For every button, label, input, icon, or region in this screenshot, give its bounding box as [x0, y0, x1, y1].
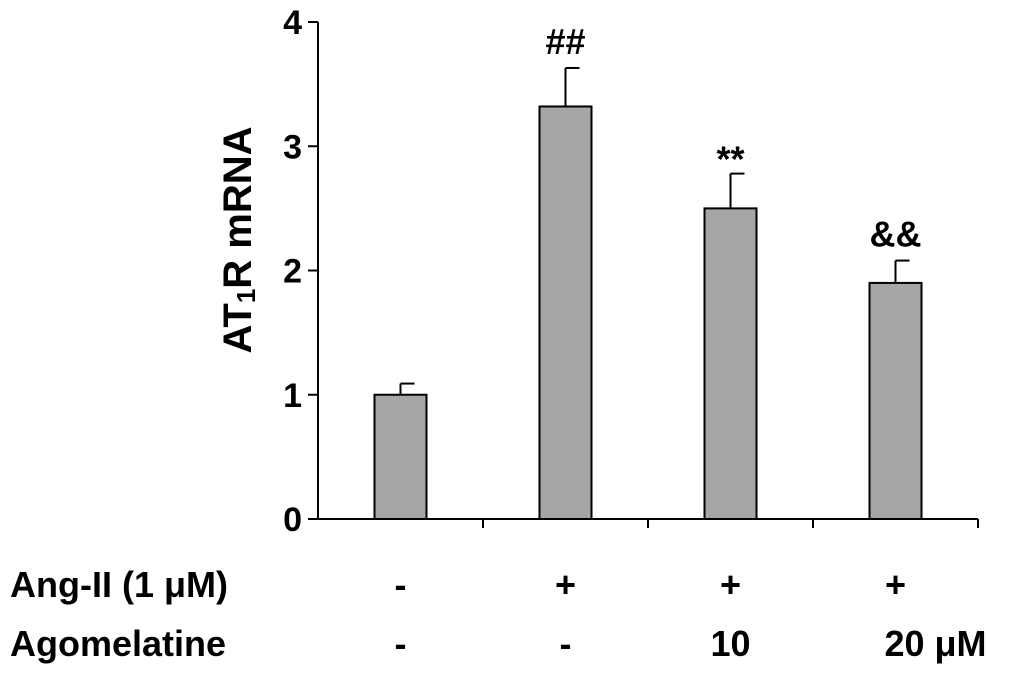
- y-axis-title-prefix: AT: [216, 303, 260, 353]
- condition-label-0: Ang-II (1 μM): [10, 564, 228, 605]
- error-bars: [399, 66, 910, 395]
- condition-value-1-1: -: [560, 623, 572, 664]
- annotation-2: **: [716, 139, 744, 180]
- condition-value-0-0: -: [395, 564, 407, 605]
- y-tick-label-0: 0: [283, 501, 302, 539]
- x-axis-ticks: [482, 519, 979, 528]
- y-axis-title-suffix: R mRNA: [216, 126, 260, 288]
- bars: [373, 105, 923, 521]
- y-axis-ticks: 0 1 2 3 4: [283, 4, 318, 539]
- condition-table: Ang-II (1 μM) - + + + Agomelatine - - 10 20 μM: [10, 564, 987, 664]
- significance-annotations: ## ** &&: [545, 21, 921, 255]
- condition-value-1-0: -: [395, 623, 407, 664]
- bar-1: [538, 105, 593, 521]
- bar-2: [703, 207, 758, 520]
- y-tick-label-3: 3: [283, 128, 302, 166]
- condition-value-1-3: 20 μM: [884, 623, 986, 664]
- y-axis-title-subscript: 1: [231, 289, 261, 303]
- bar-0: [373, 393, 428, 520]
- condition-value-0-1: +: [555, 564, 576, 605]
- y-tick-label-4: 4: [283, 4, 302, 42]
- condition-value-0-2: +: [720, 564, 741, 605]
- annotation-3: &&: [870, 214, 922, 255]
- y-tick-label-1: 1: [283, 377, 302, 415]
- condition-label-1: Agomelatine: [10, 623, 226, 664]
- y-tick-label-2: 2: [283, 253, 302, 291]
- annotation-1: ##: [545, 21, 585, 62]
- bar-3: [868, 281, 923, 520]
- y-axis-title: AT1R mRNA: [216, 126, 261, 353]
- condition-value-0-3: +: [885, 564, 906, 605]
- condition-value-1-2: 10: [710, 623, 750, 664]
